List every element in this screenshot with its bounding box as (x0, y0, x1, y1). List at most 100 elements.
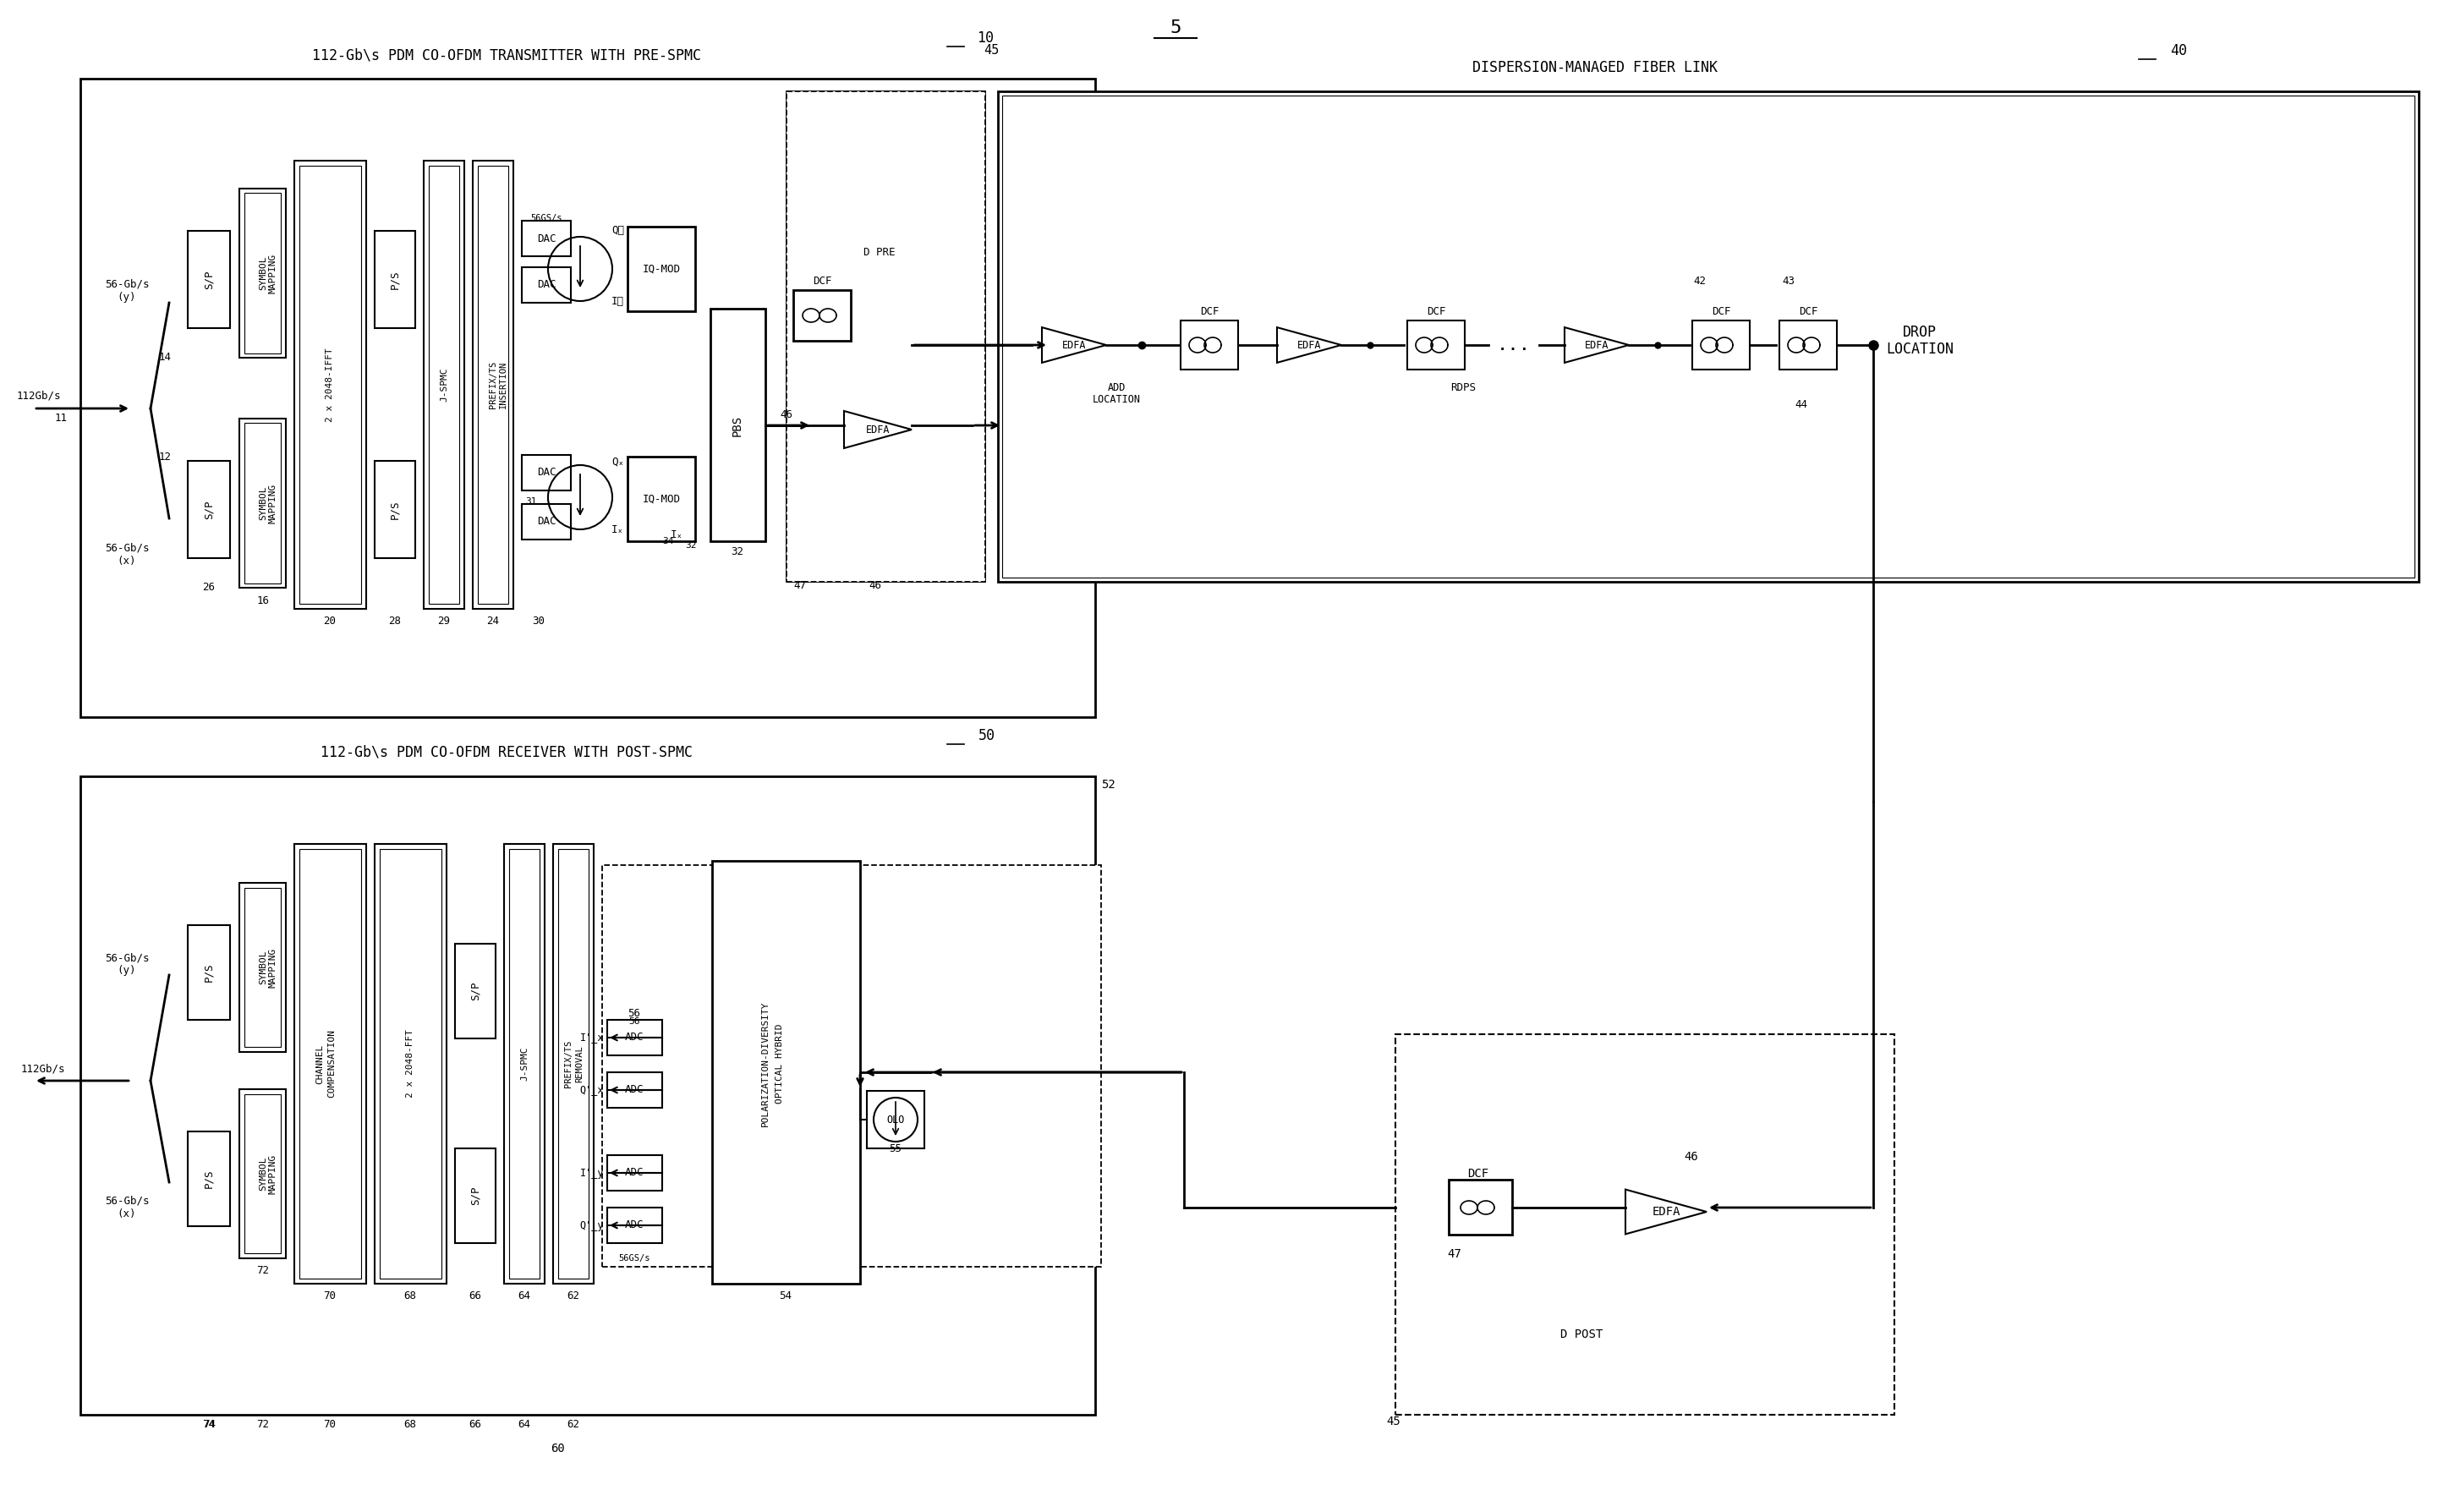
Text: SYMBOL: SYMBOL (258, 950, 268, 984)
Text: 2 x 2048-FFT: 2 x 2048-FFT (406, 1030, 413, 1098)
Text: P/S: P/S (389, 500, 401, 520)
Bar (522, 221, 571, 256)
Text: 20: 20 (322, 615, 337, 627)
Text: ADC: ADC (625, 1167, 645, 1178)
Text: DAC: DAC (536, 233, 556, 243)
Text: 56-Gb/s: 56-Gb/s (106, 543, 150, 553)
Bar (628, 457, 694, 541)
Bar (244, 1095, 281, 1253)
Bar (300, 850, 362, 1279)
Text: J-SPMC: J-SPMC (519, 1046, 529, 1081)
Bar (428, 166, 460, 603)
Text: OLO: OLO (886, 1114, 906, 1125)
Text: 64: 64 (517, 1291, 532, 1302)
Bar (509, 850, 539, 1279)
Bar (711, 308, 765, 541)
Bar (1408, 321, 1464, 369)
Text: OPTICAL HYBRID: OPTICAL HYBRID (775, 1024, 785, 1104)
Bar (608, 1019, 662, 1055)
Text: EDFA: EDFA (866, 423, 891, 435)
Bar (1779, 321, 1836, 369)
Bar (239, 419, 285, 588)
Text: ADC: ADC (625, 1033, 645, 1043)
Text: ADC: ADC (625, 1084, 645, 1096)
Text: Iᵧ: Iᵧ (610, 295, 625, 307)
Text: EDFA: EDFA (1651, 1207, 1681, 1217)
Bar (455, 1149, 495, 1243)
Bar (81, 79, 1095, 717)
Bar (1693, 321, 1750, 369)
Text: 24: 24 (487, 615, 500, 627)
Bar (792, 290, 852, 340)
Bar (477, 166, 509, 603)
Text: 45: 45 (984, 44, 999, 57)
Text: (y): (y) (118, 292, 135, 302)
Text: 46: 46 (869, 581, 881, 591)
Text: LOCATION: LOCATION (1885, 342, 1954, 357)
Text: 56-Gb/s: 56-Gb/s (106, 953, 150, 963)
Text: 43: 43 (1782, 277, 1794, 287)
Text: 12: 12 (160, 451, 172, 463)
Text: IQ-MOD: IQ-MOD (642, 493, 679, 505)
Bar (295, 844, 367, 1284)
Bar (374, 231, 416, 328)
Bar (554, 844, 593, 1284)
Bar (374, 844, 445, 1284)
Text: S/P: S/P (470, 981, 480, 1001)
Bar (522, 268, 571, 302)
Text: 11: 11 (54, 413, 66, 423)
Text: Q'_y: Q'_y (581, 1220, 603, 1231)
Text: REMOVAL: REMOVAL (576, 1045, 583, 1083)
Text: INSERTION: INSERTION (500, 361, 507, 408)
Text: 54: 54 (780, 1291, 792, 1302)
Text: 55: 55 (888, 1143, 901, 1154)
Text: 66: 66 (470, 1291, 482, 1302)
Text: CHANNEL: CHANNEL (315, 1043, 325, 1084)
Text: POLARIZATION-DIVERSITY: POLARIZATION-DIVERSITY (760, 1001, 770, 1126)
Bar (997, 91, 2419, 582)
Text: DCF: DCF (812, 277, 832, 287)
Bar (239, 189, 285, 358)
Text: SYMBOL: SYMBOL (258, 256, 268, 290)
Text: 47: 47 (795, 581, 807, 591)
Text: MAPPING: MAPPING (268, 484, 278, 523)
Text: DROP: DROP (1902, 325, 1937, 340)
Text: DAC: DAC (536, 467, 556, 478)
Text: 29: 29 (438, 615, 450, 627)
Bar (559, 850, 588, 1279)
Bar (187, 461, 229, 558)
Text: 56GS/s: 56GS/s (618, 1253, 650, 1263)
Text: 70: 70 (322, 1420, 337, 1430)
Text: 72: 72 (256, 1266, 268, 1276)
Text: ...: ... (1496, 337, 1531, 354)
Text: D POST: D POST (1560, 1329, 1602, 1340)
Text: EDFA: EDFA (1297, 340, 1322, 351)
Text: ADD: ADD (1107, 383, 1125, 393)
Text: (y): (y) (118, 965, 135, 977)
Bar (608, 1072, 662, 1108)
Bar (788, 91, 984, 582)
Text: 30: 30 (532, 615, 544, 627)
Text: 52: 52 (1100, 779, 1115, 791)
Text: 46: 46 (1683, 1151, 1698, 1163)
Text: 62: 62 (566, 1291, 581, 1302)
Text: P/S: P/S (204, 963, 214, 981)
Text: 62: 62 (566, 1420, 581, 1430)
Bar (788, 91, 984, 582)
Text: 2 x 2048-IFFT: 2 x 2048-IFFT (325, 348, 335, 422)
Text: (x): (x) (118, 555, 135, 565)
Text: ADC: ADC (625, 1220, 645, 1231)
Text: 47: 47 (1447, 1249, 1462, 1259)
Text: EDFA: EDFA (1585, 340, 1609, 351)
Bar (295, 160, 367, 609)
Text: 32: 32 (731, 547, 743, 558)
Bar (187, 231, 229, 328)
Bar (522, 455, 571, 490)
Bar (1181, 321, 1238, 369)
Text: 112-Gb\s PDM CO-OFDM TRANSMITTER WITH PRE-SPMC: 112-Gb\s PDM CO-OFDM TRANSMITTER WITH PR… (313, 47, 701, 62)
Bar (379, 850, 441, 1279)
Bar (473, 160, 514, 609)
Text: 46: 46 (780, 408, 792, 420)
Text: DCF: DCF (1467, 1167, 1489, 1179)
Text: 44: 44 (1794, 399, 1809, 410)
